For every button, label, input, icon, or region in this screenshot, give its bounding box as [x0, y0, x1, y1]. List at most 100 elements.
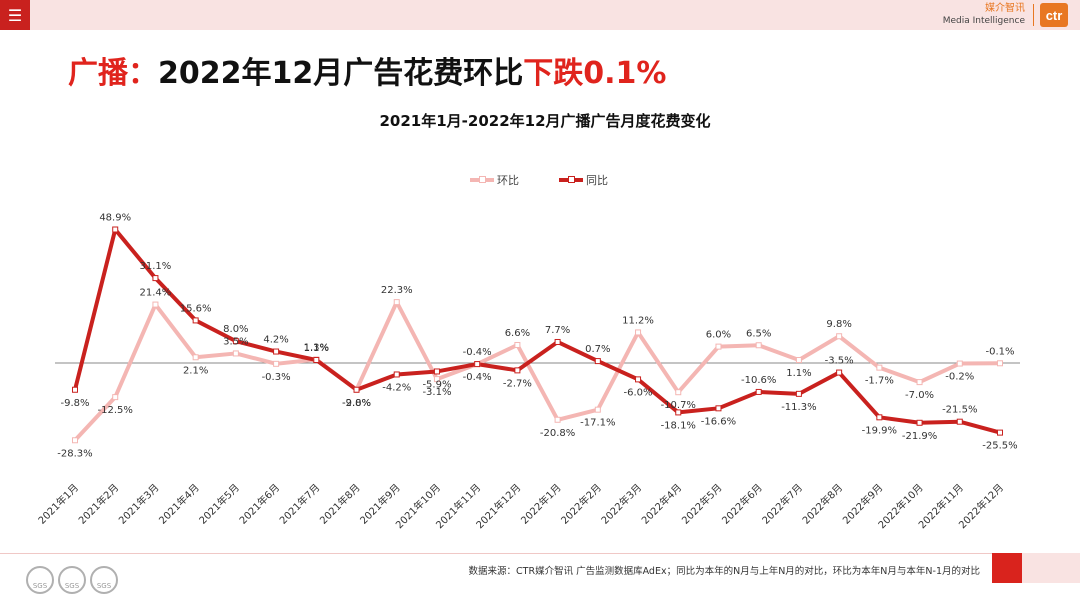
data-label-yoy: 7.7% [545, 325, 570, 336]
data-label-yoy: 1.1% [304, 343, 329, 354]
x-tick-label: 2022年9月 [840, 481, 886, 527]
data-point-mom [715, 343, 722, 350]
data-point-yoy [433, 368, 440, 375]
ctr-logo-icon: ctr [1040, 3, 1068, 27]
data-label-mom: -0.4% [463, 372, 492, 383]
data-point-mom [997, 360, 1003, 367]
legend-label-yoy: 同比 [586, 174, 608, 187]
data-point-yoy [273, 348, 280, 355]
x-tick-label: 2021年4月 [156, 481, 202, 527]
brand-divider [1033, 4, 1034, 26]
data-point-mom [72, 437, 78, 444]
data-point-mom [433, 376, 440, 383]
data-label-yoy: 4.2% [263, 335, 288, 346]
data-label-mom: 2.1% [183, 365, 208, 376]
x-tick-label: 2021年5月 [196, 481, 242, 527]
x-tick-label: 2022年7月 [759, 481, 805, 527]
data-label-mom: -0.3% [262, 372, 291, 383]
data-point-yoy [192, 317, 199, 324]
data-label-mom: -0.1% [985, 346, 1014, 357]
data-label-mom: -9.8% [342, 398, 371, 409]
x-tick-label: 2022年3月 [598, 481, 644, 527]
data-label-yoy: -10.6% [741, 375, 776, 386]
data-label-yoy: 8.0% [223, 324, 248, 335]
data-label-mom: -3.1% [422, 387, 451, 398]
data-point-yoy [514, 367, 521, 374]
data-label-mom: 1.1% [786, 368, 811, 379]
data-point-yoy [72, 386, 78, 393]
legend-label-mom: 环比 [497, 174, 519, 187]
data-point-yoy [956, 418, 963, 425]
data-label-mom: 6.0% [706, 330, 731, 341]
data-label-mom: -7.0% [905, 390, 934, 401]
x-tick-label: 2021年1月 [35, 481, 81, 527]
data-label-yoy: -9.8% [60, 398, 89, 409]
page-title-highlight: 下跌0.1% [523, 56, 667, 91]
data-point-yoy [755, 388, 762, 395]
data-point-mom [755, 342, 762, 349]
data-point-yoy [152, 275, 159, 282]
data-label-yoy: -18.1% [661, 420, 696, 431]
data-point-mom [836, 333, 843, 340]
x-tick-label: 2021年7月 [277, 481, 323, 527]
data-label-mom: 6.6% [505, 328, 530, 339]
legend-item-yoy: 同比 [559, 172, 608, 188]
data-point-yoy [353, 386, 360, 393]
data-label-mom: 9.8% [826, 319, 851, 330]
footer-accent-pink [1022, 553, 1080, 583]
x-tick-label: 2021年3月 [116, 481, 162, 527]
footer-accent-red [992, 553, 1022, 583]
data-point-mom [232, 350, 239, 357]
data-point-yoy [474, 361, 481, 368]
data-label-mom: 21.4% [140, 288, 172, 299]
data-label-mom: -10.7% [661, 400, 696, 411]
data-label-yoy: -25.5% [982, 441, 1017, 452]
data-label-yoy: -21.9% [902, 431, 937, 442]
x-tick-label: 2021年2月 [76, 481, 122, 527]
sgs-badge-icon: SGS [58, 566, 86, 594]
x-tick-label: 2022年1月 [518, 481, 564, 527]
data-label-mom: 22.3% [381, 285, 413, 296]
hamburger-menu-icon[interactable]: ☰ [0, 0, 30, 30]
sgs-badge-icon: SGS [90, 566, 118, 594]
data-label-mom: -20.8% [540, 428, 575, 439]
x-tick-label: 2021年8月 [317, 481, 363, 527]
data-point-yoy [313, 356, 320, 363]
data-point-mom [594, 406, 601, 413]
data-point-yoy [997, 429, 1003, 436]
brand-logo-block: 媒介智讯 Media Intelligence ctr [943, 2, 1068, 28]
data-label-mom: -28.3% [57, 448, 92, 459]
brand-name-en: Media Intelligence [942, 16, 1025, 26]
brand-name-cn: 媒介智讯 [985, 3, 1025, 14]
data-point-mom [152, 301, 159, 308]
data-label-yoy: -2.7% [503, 378, 532, 389]
data-label-mom: -0.2% [945, 372, 974, 383]
x-tick-label: 2022年6月 [719, 481, 765, 527]
legend-item-mom: 环比 [470, 172, 519, 188]
data-label-yoy: 48.9% [99, 213, 131, 224]
data-label-yoy: -6.0% [624, 387, 653, 398]
legend-swatch-mom [470, 176, 494, 183]
certification-badges: SGS SGS SGS [26, 566, 118, 594]
data-label-yoy: -19.9% [862, 425, 897, 436]
data-point-mom [514, 341, 521, 348]
series-line-yoy [73, 227, 1001, 435]
data-label-yoy: -16.6% [701, 416, 736, 427]
source-note: 数据来源：CTR媒介智讯 广告监测数据库AdEx；同比为本年的N月与上年N月的对… [468, 566, 980, 577]
data-label-yoy: -5.9% [422, 379, 451, 390]
data-label-mom: 11.2% [622, 315, 654, 326]
data-point-mom [273, 360, 280, 367]
data-point-mom [192, 354, 199, 361]
footer-divider [0, 553, 992, 554]
data-point-yoy [112, 226, 119, 233]
data-label-yoy: -2.0% [342, 398, 371, 409]
data-point-mom [393, 299, 400, 306]
data-point-yoy [635, 376, 642, 383]
page-title-prefix: 广播： [68, 56, 158, 91]
data-point-yoy [916, 419, 923, 426]
data-point-yoy [715, 405, 722, 412]
data-point-mom [795, 356, 802, 363]
x-tick-label: 2022年2月 [558, 481, 604, 527]
data-label-yoy: -0.4% [463, 347, 492, 358]
